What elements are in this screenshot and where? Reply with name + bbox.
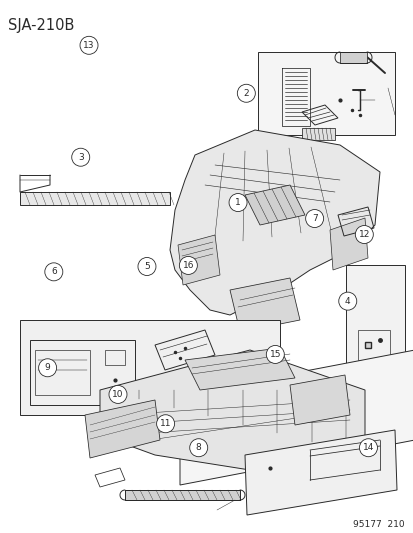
Text: 9: 9 <box>45 364 50 372</box>
Text: 7: 7 <box>311 214 317 223</box>
Polygon shape <box>20 320 279 415</box>
Polygon shape <box>257 52 394 135</box>
Circle shape <box>109 385 127 403</box>
Polygon shape <box>339 52 366 63</box>
Text: 1: 1 <box>235 198 240 207</box>
Circle shape <box>138 257 156 276</box>
Circle shape <box>266 345 284 364</box>
Polygon shape <box>329 218 367 270</box>
Circle shape <box>354 225 373 244</box>
Text: 5: 5 <box>144 262 150 271</box>
Text: 12: 12 <box>358 230 369 239</box>
Polygon shape <box>178 235 219 285</box>
Text: 16: 16 <box>182 261 194 270</box>
Polygon shape <box>170 130 379 315</box>
Text: 8: 8 <box>195 443 201 452</box>
Text: 6: 6 <box>51 268 57 276</box>
Polygon shape <box>244 430 396 515</box>
Text: 14: 14 <box>362 443 373 452</box>
Circle shape <box>189 439 207 457</box>
Polygon shape <box>85 400 159 458</box>
Text: 95177  210: 95177 210 <box>353 520 404 529</box>
Polygon shape <box>289 375 349 425</box>
Text: 13: 13 <box>83 41 95 50</box>
Polygon shape <box>301 128 334 140</box>
Polygon shape <box>180 350 413 485</box>
Polygon shape <box>244 185 304 225</box>
Circle shape <box>80 36 98 54</box>
Text: SJA-210B: SJA-210B <box>8 18 74 33</box>
Text: 15: 15 <box>269 350 280 359</box>
Polygon shape <box>230 278 299 332</box>
Text: 4: 4 <box>344 297 350 305</box>
Polygon shape <box>185 348 294 390</box>
Circle shape <box>45 263 63 281</box>
Circle shape <box>338 292 356 310</box>
Polygon shape <box>20 192 170 205</box>
Polygon shape <box>345 265 404 390</box>
Text: 11: 11 <box>159 419 171 428</box>
Text: 3: 3 <box>78 153 83 161</box>
Circle shape <box>38 359 57 377</box>
Text: 10: 10 <box>112 390 123 399</box>
Circle shape <box>156 415 174 433</box>
Circle shape <box>358 439 377 457</box>
Circle shape <box>228 193 247 212</box>
Circle shape <box>71 148 90 166</box>
Circle shape <box>179 256 197 274</box>
Polygon shape <box>125 490 240 500</box>
Polygon shape <box>100 350 364 470</box>
Text: 2: 2 <box>243 89 249 98</box>
Circle shape <box>237 84 255 102</box>
Circle shape <box>305 209 323 228</box>
